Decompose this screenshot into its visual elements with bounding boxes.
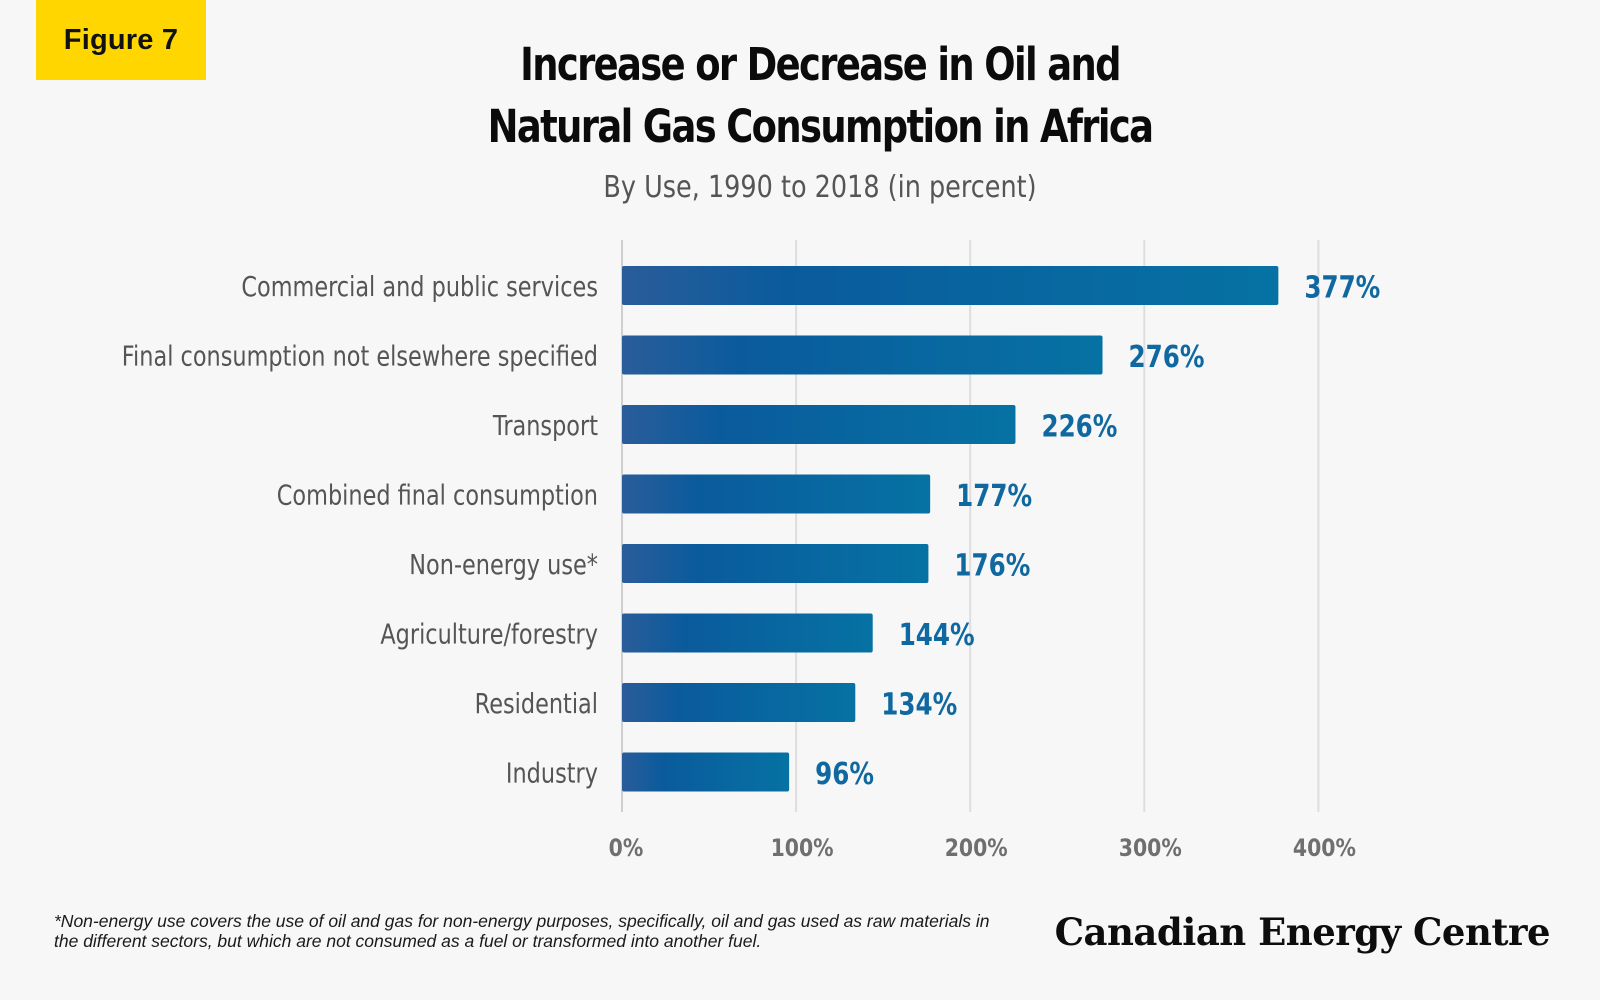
x-tick-label: 200%	[945, 834, 1008, 862]
category-label: Non-energy use*	[409, 548, 598, 581]
value-label: 176%	[954, 549, 1030, 583]
value-label: 96%	[815, 758, 874, 792]
bar	[622, 405, 1016, 444]
category-label: Agriculture/forestry	[380, 617, 598, 650]
value-label: 134%	[881, 688, 957, 722]
footnote: *Non-energy use covers the use of oil an…	[54, 911, 990, 951]
bar	[622, 544, 929, 583]
x-tick-label: 100%	[771, 834, 834, 862]
category-label: Residential	[475, 687, 598, 720]
value-label: 377%	[1304, 271, 1380, 305]
chart-title-line-2: Natural Gas Consumption in Africa	[487, 100, 1154, 153]
value-label: 144%	[899, 619, 975, 653]
bar	[622, 613, 873, 653]
bar-chart: 0% 100% 200% 300% 400% Commercial and public …	[122, 240, 1380, 862]
category-label: Combined final consumption	[277, 478, 598, 511]
category-label: Transport	[492, 409, 598, 442]
chart-title: Increase or Decrease in Oil and Natural …	[459, 34, 1181, 158]
figure-badge: Figure 7	[36, 0, 206, 80]
x-tick-label: 300%	[1119, 834, 1182, 862]
value-label: 276%	[1129, 341, 1205, 375]
value-label: 177%	[956, 480, 1032, 514]
x-tick-label: 0%	[609, 834, 644, 862]
bar	[622, 474, 931, 514]
brand-logo-text: Canadian Energy Centre	[1054, 910, 1551, 954]
chart-subtitle: By Use, 1990 to 2018 (in percent)	[603, 170, 1037, 205]
chart-title-line-1: Increase or Decrease in Oil and	[520, 38, 1121, 91]
x-tick-label: 400%	[1293, 834, 1356, 862]
category-label: Commercial and public services	[241, 270, 598, 303]
category-label: Final consumption not elsewhere specifie…	[122, 339, 598, 372]
bar	[622, 683, 856, 722]
figure-badge-label: Figure 7	[63, 23, 179, 56]
category-label: Industry	[506, 756, 598, 789]
bar	[622, 335, 1103, 375]
value-label: 226%	[1041, 410, 1117, 444]
bar	[622, 752, 790, 792]
bar	[622, 266, 1279, 305]
